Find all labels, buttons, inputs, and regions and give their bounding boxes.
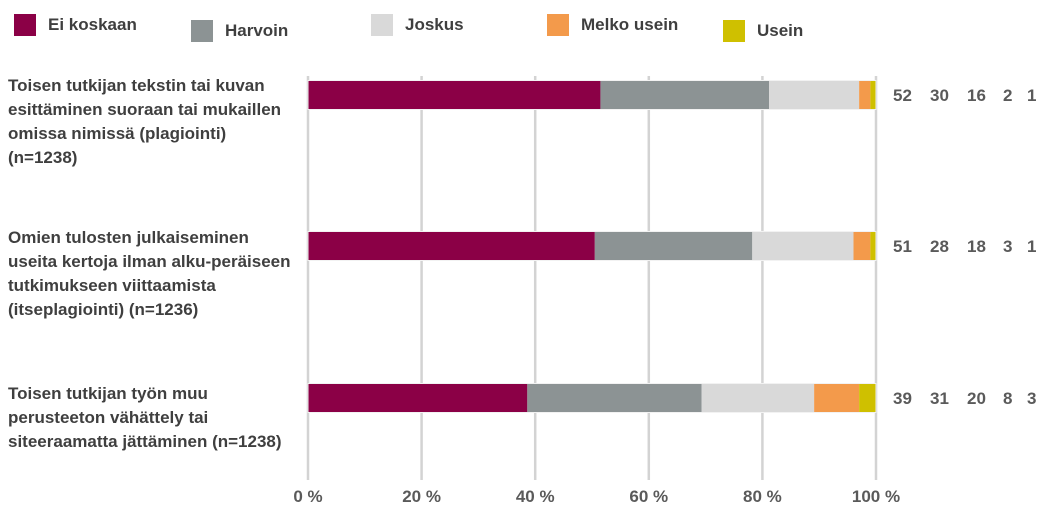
legend-label: Melko usein	[581, 15, 679, 34]
legend-label: Harvoin	[225, 21, 289, 40]
value-label: 28	[930, 237, 949, 256]
bar-outline	[307, 80, 877, 110]
x-tick-label: 60 %	[629, 487, 668, 506]
bar-segment	[859, 80, 871, 110]
bar-segment	[752, 231, 854, 261]
legend-swatch	[191, 20, 213, 42]
value-label: 39	[893, 389, 912, 408]
category-label: Toisen tutkijan työn muu perusteeton väh…	[8, 384, 282, 451]
value-label: 8	[1003, 389, 1012, 408]
legend-label: Joskus	[405, 15, 464, 34]
value-label: 52	[893, 86, 912, 105]
value-label: 2	[1003, 86, 1012, 105]
bar-segment	[600, 80, 770, 110]
legend-label: Usein	[757, 21, 804, 40]
x-tick-label: 0 %	[293, 487, 322, 506]
grid-lines	[306, 76, 878, 480]
x-tick-label: 80 %	[743, 487, 782, 506]
value-labels: 52 30 16 2 151 28 18 3 139 31 20 8 3	[893, 86, 1036, 408]
bar-segment	[769, 80, 860, 110]
value-label: 1	[1027, 86, 1036, 105]
value-label: 3	[1003, 237, 1012, 256]
bar-segment	[527, 383, 702, 413]
bar-outline	[307, 231, 877, 261]
bar-outline	[307, 383, 877, 413]
legend-item: Ei koskaan	[14, 10, 137, 40]
x-tick-label: 40 %	[516, 487, 555, 506]
value-label: 51	[893, 237, 912, 256]
x-tick-label: 100 %	[852, 487, 900, 506]
value-label: 16	[967, 86, 986, 105]
value-label: 20	[967, 389, 986, 408]
value-label: 1	[1027, 237, 1036, 256]
legend-swatch	[371, 14, 393, 36]
legend-swatch	[547, 14, 569, 36]
legend-item: Melko usein	[547, 10, 678, 40]
value-label: 18	[967, 237, 986, 256]
bar-segment	[853, 231, 871, 261]
bar-segment	[870, 231, 876, 261]
bar-segment	[308, 80, 601, 110]
bar-segment	[594, 231, 753, 261]
legend-swatch	[14, 14, 36, 36]
bar-segment	[859, 383, 876, 413]
bar-segment	[701, 383, 815, 413]
bar-segment	[308, 383, 528, 413]
bar-segment	[814, 383, 860, 413]
legend-item: Harvoin	[191, 16, 288, 46]
value-label: 31	[930, 389, 949, 408]
x-axis-ticks: 0 % 20 % 40 % 60 % 80 % 100 %	[293, 487, 900, 506]
x-tick-label: 20 %	[402, 487, 441, 506]
bar-segment	[870, 80, 876, 110]
category-label: Omien tulosten julkaiseminen useita kert…	[8, 228, 291, 319]
legend-label: Ei koskaan	[48, 15, 137, 34]
legend-item: Joskus	[371, 10, 464, 40]
value-label: 3	[1027, 389, 1036, 408]
category-label: Toisen tutkijan tekstin tai kuvan esittä…	[8, 76, 282, 167]
legend-item: Usein	[723, 16, 803, 46]
value-label: 30	[930, 86, 949, 105]
bars	[307, 80, 877, 413]
legend-swatch	[723, 20, 745, 42]
bar-segment	[308, 231, 595, 261]
